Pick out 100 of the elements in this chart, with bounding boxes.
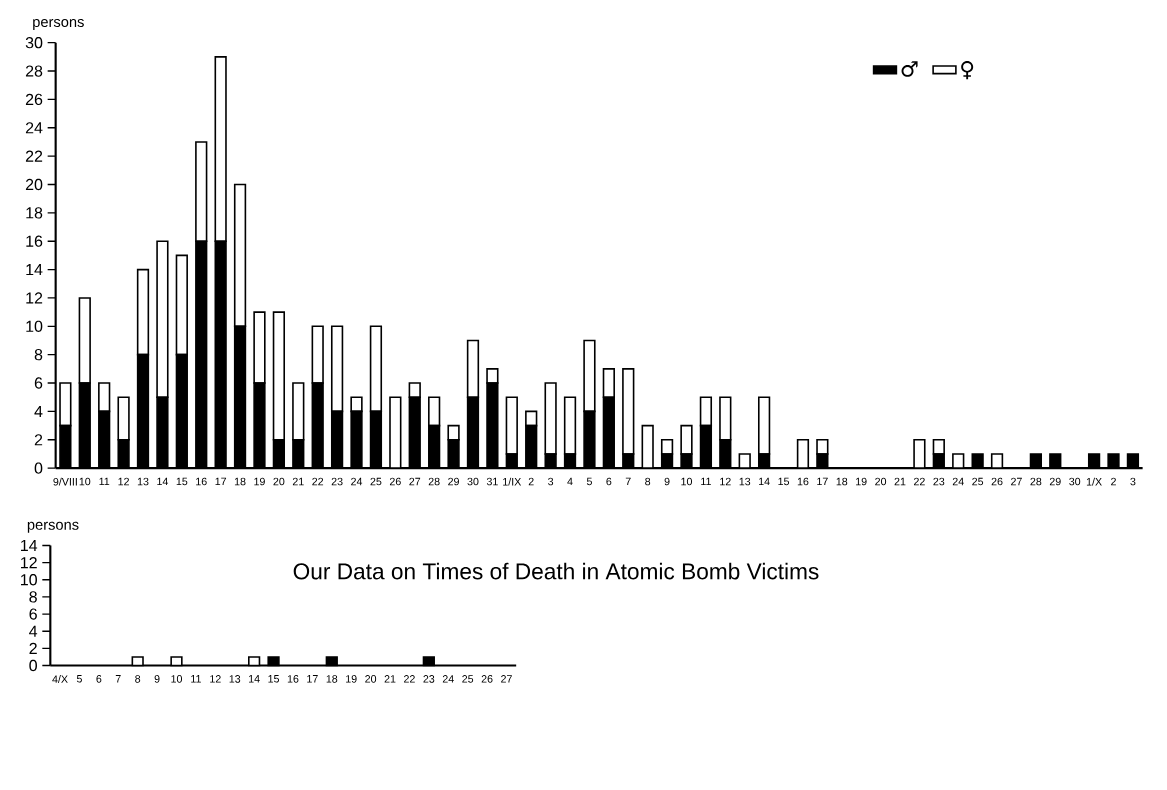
y-tick-label: 2: [29, 643, 37, 655]
x-tick-label: 11: [191, 675, 201, 683]
y-tick-label: 8: [29, 591, 37, 603]
x-tick-label: 21: [292, 477, 304, 486]
x-tick-label: 30: [1069, 477, 1081, 486]
x-tick-label: 29: [448, 477, 459, 486]
x-tick-label: 1/X: [1086, 477, 1102, 486]
y-tick-label: 6: [29, 608, 37, 620]
x-tick-label: 19: [346, 675, 357, 683]
x-tick-label: 22: [404, 675, 415, 683]
y-axis-title: persons: [27, 522, 79, 533]
x-tick-label: 15: [176, 477, 188, 486]
x-tick-label: 14: [157, 477, 169, 486]
x-tick-label: 6: [96, 675, 102, 683]
x-tick-label: 13: [137, 477, 149, 486]
x-tick-label: 7: [625, 477, 631, 486]
x-tick-label: 12: [720, 477, 731, 486]
x-tick-label: 23: [331, 477, 343, 486]
y-axis-title: persons: [33, 19, 84, 31]
x-tick-label: 11: [99, 477, 110, 486]
x-tick-label: 25: [370, 477, 382, 486]
y-tick-label: 22: [25, 150, 43, 162]
y-tick-label: 4: [29, 625, 38, 637]
x-tick-label: 16: [287, 675, 299, 683]
x-tick-label: 18: [836, 477, 848, 486]
y-tick-label: 30: [25, 37, 43, 49]
x-tick-label: 2: [1111, 477, 1116, 486]
x-tick-label: 6: [606, 477, 612, 486]
y-tick-label: 0: [29, 660, 37, 672]
x-tick-label: 16: [797, 477, 809, 486]
x-tick-label: 15: [268, 675, 280, 683]
x-tick-label: 3: [1130, 477, 1136, 486]
x-tick-label: 11: [701, 477, 711, 486]
x-tick-label: 9: [154, 675, 160, 683]
x-tick-label: 23: [933, 477, 945, 486]
x-tick-label: 21: [384, 675, 396, 683]
x-tick-label: 10: [79, 477, 91, 486]
x-tick-label: 19: [254, 477, 265, 486]
x-tick-label: 4: [567, 477, 573, 486]
y-tick-label: 28: [25, 65, 43, 77]
x-tick-label: 9: [664, 477, 670, 486]
y-tick-label: 10: [26, 320, 43, 333]
x-tick-label: 18: [326, 675, 338, 683]
legend-label: ♀: [961, 61, 974, 80]
y-tick-label: 6: [34, 377, 43, 389]
y-tick-label: 12: [26, 292, 43, 304]
legend-label: ♂: [901, 61, 918, 78]
text: Our Data on Times of Death in Atomic Bomb Victims: [293, 562, 819, 580]
x-tick-label: 25: [462, 675, 474, 683]
x-tick-label: 26: [389, 477, 401, 486]
x-tick-label: 12: [210, 675, 221, 683]
y-tick-label: 16: [26, 235, 43, 248]
x-tick-label: 24: [442, 675, 454, 683]
x-tick-label: 20: [875, 477, 887, 486]
x-tick-label: 30: [467, 477, 479, 486]
y-tick-label: 12: [21, 557, 37, 569]
x-tick-label: 5: [76, 675, 82, 683]
x-tick-label: 8: [645, 477, 651, 486]
x-tick-label: 24: [952, 477, 964, 486]
y-tick-label: 26: [25, 93, 43, 106]
y-tick-label: 4: [34, 406, 43, 418]
x-tick-label: 2: [528, 477, 534, 486]
x-tick-label: 20: [365, 675, 377, 683]
x-tick-label: 17: [307, 675, 318, 683]
x-tick-label: 3: [548, 477, 554, 486]
x-tick-label: 28: [428, 477, 440, 486]
y-tick-label: 14: [26, 264, 43, 276]
x-tick-label: 9/VIII: [53, 477, 77, 486]
x-tick-label: 14: [249, 675, 260, 683]
x-tick-label: 17: [215, 477, 227, 486]
x-tick-label: 31: [486, 477, 498, 486]
x-tick-label: 27: [409, 477, 421, 486]
y-tick-label: 10: [21, 574, 37, 586]
x-tick-label: 26: [481, 675, 493, 683]
x-tick-label: 16: [196, 477, 207, 486]
x-tick-label: 10: [171, 675, 183, 683]
y-tick-label: 18: [26, 207, 43, 219]
x-tick-label: 10: [681, 477, 693, 486]
x-tick-label: 24: [351, 477, 363, 486]
x-tick-label: 13: [229, 675, 241, 683]
x-tick-label: 23: [423, 675, 435, 683]
x-tick-label: 5: [586, 477, 592, 486]
x-tick-label: 18: [234, 477, 246, 486]
x-tick-label: 26: [991, 477, 1003, 486]
x-tick-label: 22: [914, 477, 925, 486]
x-tick-label: 12: [118, 477, 129, 486]
y-tick-label: 2: [34, 434, 43, 446]
x-tick-label: 7: [115, 675, 121, 683]
x-tick-label: 22: [312, 477, 324, 486]
y-tick-label: 24: [25, 122, 43, 134]
x-tick-label: 27: [1011, 477, 1022, 486]
x-tick-label: 17: [817, 477, 828, 486]
x-tick-label: 4/X: [52, 675, 68, 684]
x-tick-label: 25: [972, 477, 984, 486]
x-tick-label: 13: [739, 477, 751, 486]
x-tick-label: 28: [1030, 477, 1042, 486]
x-tick-label: 21: [894, 477, 906, 486]
y-tick-label: 0: [34, 462, 43, 474]
y-tick-label: 14: [21, 540, 38, 552]
x-tick-label: 15: [778, 477, 790, 486]
